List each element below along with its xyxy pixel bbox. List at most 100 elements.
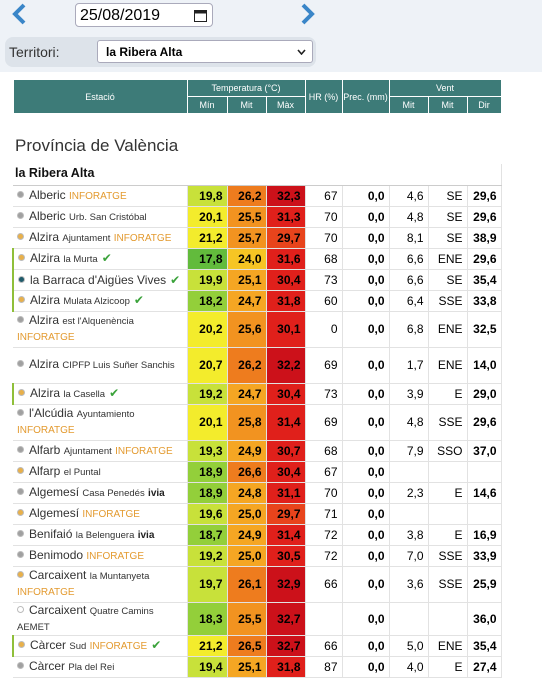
value-cell: 16,9 (467, 524, 502, 546)
station-row[interactable]: Algemesí Casa Penedés ivia 18,9 24,8 31,1 70… (13, 482, 502, 504)
temperature-cell: 32,3 (266, 185, 306, 207)
station-row[interactable]: Benimodo INFORATGE 19,2 25,0 30,5 72 0,0 7,0 SS… (13, 545, 502, 567)
station-row[interactable]: Alzira la Casella ✔ 19,2 24,7 30,4 73 0,0 3,9 E 2… (12, 383, 502, 405)
value-cell: 32,5 (467, 311, 502, 348)
value-cell: 14,0 (467, 347, 502, 384)
station-row[interactable]: Alzira la Murta ✔ 17,8 24,0 31,6 68 0,0 6,6 ENE 2… (12, 248, 502, 270)
station-tag: INFORATGE (89, 640, 148, 652)
station-row[interactable]: la Barraca d'Aigües Vives ✔ 19,9 25,1 30,4 73… (12, 269, 502, 291)
temperature-cell: 25,0 (227, 503, 267, 525)
station-row[interactable]: Alzira CIPFP Luis Suñer Sanchis 20,7 26,2 3… (13, 347, 502, 384)
station-row[interactable]: Algemesí INFORATGE 19,6 25,0 29,7 71 0,0 (13, 503, 502, 525)
value-cell: 71 (305, 503, 343, 525)
prev-day[interactable] (10, 2, 30, 26)
station-cell: Carcaixent la Muntanyeta INFORATGE (13, 566, 188, 603)
station-row[interactable]: Alfarb Ajuntament INFORATGE 19,3 24,9 30,7 6… (13, 440, 502, 462)
value-cell: 0,0 (342, 206, 390, 228)
value-cell: 73 (305, 383, 343, 405)
value-cell: 0,0 (342, 461, 390, 483)
station-name: l'Alcúdia (29, 406, 74, 420)
station-sub: Pla del Rei (68, 661, 115, 673)
region-title: la Ribera Alta (13, 164, 502, 186)
value-cell: SE (428, 185, 468, 207)
station-name: Alzira (29, 229, 60, 244)
status-dot (17, 571, 24, 578)
value-cell: 0,0 (342, 347, 390, 384)
station-row[interactable]: Carcaixent Quatre Camins AEMET 18,3 25,5 32… (13, 602, 502, 636)
temperature-cell: 31,8 (266, 290, 306, 312)
temperature-cell: 19,4 (187, 656, 228, 678)
temperature-cell: 25,0 (227, 545, 267, 567)
date-input[interactable]: 25/08/2019 (75, 3, 213, 27)
value-cell: E (428, 482, 468, 504)
status-dot (17, 232, 24, 240)
temperature-cell: 20,1 (187, 404, 228, 441)
status-dot (17, 605, 24, 613)
temperature-cell: 26,1 (227, 566, 267, 603)
value-cell (428, 503, 468, 525)
station-sub: Casa Penedés (82, 487, 145, 499)
station-row[interactable]: Carcaixent la Muntanyeta INFORATGE 19,7 26… (13, 566, 502, 603)
value-cell: 0,0 (342, 227, 390, 249)
station-row[interactable]: l'Alcúdia Ayuntamiento INFORATGE 20,1 25,8… (13, 404, 502, 441)
temperature-cell: 25,7 (227, 227, 267, 249)
station-name: Alzira (29, 357, 60, 371)
station-row[interactable]: Càrcer Sud INFORATGE ✔ 21,2 26,5 32,7 66 0,0 5,… (12, 635, 502, 657)
station-row[interactable]: Alberic INFORATGE 19,8 26,2 32,3 67 0,0 4,6 SE 2… (13, 185, 502, 207)
value-cell: SSE (428, 290, 468, 312)
station-row[interactable]: Alzira Mulata Alzicoop ✔ 18,2 24,7 31,8 60 0,0… (12, 290, 502, 312)
temperature-cell: 20,1 (187, 206, 228, 228)
value-cell: E (428, 656, 468, 678)
value-cell: 29,0 (467, 383, 502, 405)
station-name: Alzira (29, 313, 60, 327)
station-sub: la Casella (63, 388, 106, 400)
temperature-cell: 18,3 (187, 602, 228, 636)
value-cell: 60 (305, 290, 343, 312)
value-cell: 33,8 (467, 290, 502, 312)
value-cell: 4,6 (389, 185, 429, 207)
value-cell: ENE (428, 635, 468, 657)
status-dot (17, 190, 24, 198)
station-row[interactable]: Benifaió la Belenguera ivia 18,7 24,9 31,4 7… (13, 524, 502, 546)
temperature-cell: 30,4 (266, 383, 306, 405)
value-cell: 5,0 (389, 635, 429, 657)
station-row[interactable]: Càrcer Pla del Rei 19,4 25,1 31,8 87 0,0 4,0 E 2… (13, 656, 502, 678)
station-row[interactable]: Alzira Ajuntament INFORATGE 21,2 25,7 29,7 7… (13, 227, 502, 249)
station-row[interactable]: Alberic Urb. San Cristóbal 20,1 25,5 31,3 70… (13, 206, 502, 228)
temperature-cell: 31,1 (266, 482, 306, 504)
value-cell: 0,0 (342, 656, 390, 678)
temperature-cell: 24,9 (227, 524, 267, 546)
station-cell: Alzira CIPFP Luis Suñer Sanchis (13, 347, 188, 384)
station-sub: est l'Alquenència (62, 316, 134, 327)
territory-select[interactable]: la Ribera Alta (97, 40, 313, 63)
value-cell: 33,9 (467, 545, 502, 567)
station-tag: INFORATGE (82, 508, 140, 520)
temperature-cell: 31,4 (266, 524, 306, 546)
sub-header: Mit (226, 96, 267, 114)
station-row[interactable]: Alfarp el Puntal 18,9 26,6 30,4 67 0,0 (13, 461, 502, 483)
status-dot (18, 388, 25, 396)
value-cell: 3,8 (389, 524, 429, 546)
temperature-cell: 32,2 (266, 347, 306, 384)
temperature-cell: 26,6 (227, 461, 267, 483)
temperature-cell: 25,5 (227, 206, 267, 228)
station-name: Carcaixent (29, 568, 87, 582)
value-cell: 66 (305, 635, 343, 657)
temperature-cell: 20,7 (187, 347, 228, 384)
value-cell: 29,6 (467, 206, 502, 228)
next-day[interactable] (297, 2, 317, 26)
value-cell: 6,4 (389, 290, 429, 312)
value-cell: 7,0 (389, 545, 429, 567)
toolbar: 25/08/2019 Territori: la Ribera Alta (0, 0, 542, 72)
value-cell: SSO (428, 440, 468, 462)
station-tag: INFORATGE (113, 232, 172, 244)
territory-bar: Territori: la Ribera Alta (5, 37, 316, 67)
status-dot (17, 529, 24, 537)
value-cell: SE (428, 269, 468, 291)
value-cell: 68 (305, 248, 343, 270)
station-row[interactable]: Alzira est l'Alquenència INFORATGE 20,2 25… (13, 311, 502, 348)
temperature-cell: 29,7 (266, 227, 306, 249)
sub-header: Mit (427, 96, 468, 114)
value-cell: 68 (305, 440, 343, 462)
